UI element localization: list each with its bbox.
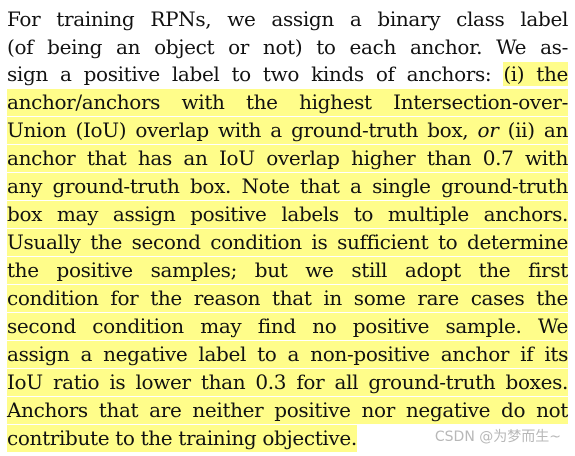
highlighted-line: assign a negative label to a non-positiv… bbox=[7, 341, 568, 368]
highlighted-text: (i) the bbox=[503, 62, 568, 86]
highlighted-line: Union (IoU) overlap with a ground-truth … bbox=[7, 117, 568, 144]
highlighted-line: contribute to the training objective. bbox=[7, 425, 357, 452]
text-span: For training RPNs, we assign a binary cl… bbox=[7, 7, 568, 31]
text-span: (of being an object or not) to each anch… bbox=[7, 35, 568, 59]
highlighted-line: IoU ratio is lower than 0.3 for all grou… bbox=[7, 369, 568, 396]
highlighted-text: (ii) an bbox=[498, 118, 569, 142]
highlighted-line: Usually the second condition is sufficie… bbox=[7, 229, 568, 256]
text-line: (of being an object or not) to each anch… bbox=[7, 34, 568, 61]
text-line: sign a positive label to two kinds of an… bbox=[7, 61, 568, 88]
text-line: For training RPNs, we assign a binary cl… bbox=[7, 6, 568, 33]
watermark: CSDN @为梦而生~ bbox=[434, 429, 561, 445]
highlighted-line: Anchors that are neither positive nor ne… bbox=[7, 397, 568, 424]
highlighted-line: condition for the reason that in some ra… bbox=[7, 285, 568, 312]
highlighted-text: anchor that has an IoU overlap higher th… bbox=[7, 146, 568, 170]
highlighted-text: box may assign positive labels to multip… bbox=[7, 202, 568, 226]
highlighted-text: anchor/anchors with the highest Intersec… bbox=[7, 90, 568, 114]
highlighted-text: IoU ratio is lower than 0.3 for all grou… bbox=[7, 370, 568, 394]
text-span: sign a positive label to two kinds of an… bbox=[7, 62, 504, 86]
highlighted-text: the positive samples; but we still adopt… bbox=[7, 258, 568, 282]
highlighted-line: box may assign positive labels to multip… bbox=[7, 201, 568, 228]
highlighted-line: any ground-truth box. Note that a single… bbox=[7, 173, 568, 200]
highlighted-line: the positive samples; but we still adopt… bbox=[7, 257, 568, 284]
highlighted-line: anchor that has an IoU overlap higher th… bbox=[7, 145, 568, 172]
highlighted-text: condition for the reason that in some ra… bbox=[7, 286, 568, 310]
highlighted-text: second condition may find no positive sa… bbox=[7, 314, 568, 338]
highlighted-text: any ground-truth box. Note that a single… bbox=[7, 174, 568, 198]
italic-text: or bbox=[477, 118, 499, 142]
highlighted-text: Usually the second condition is sufficie… bbox=[7, 230, 568, 254]
highlighted-line: second condition may find no positive sa… bbox=[7, 313, 568, 340]
highlighted-text: assign a negative label to a non-positiv… bbox=[7, 342, 568, 366]
highlighted-text: Anchors that are neither positive nor ne… bbox=[7, 398, 568, 422]
highlighted-line: anchor/anchors with the highest Intersec… bbox=[7, 89, 568, 116]
highlighted-text: Union (IoU) overlap with a ground-truth … bbox=[7, 118, 478, 142]
highlighted-text: contribute to the training objective. bbox=[7, 426, 357, 450]
